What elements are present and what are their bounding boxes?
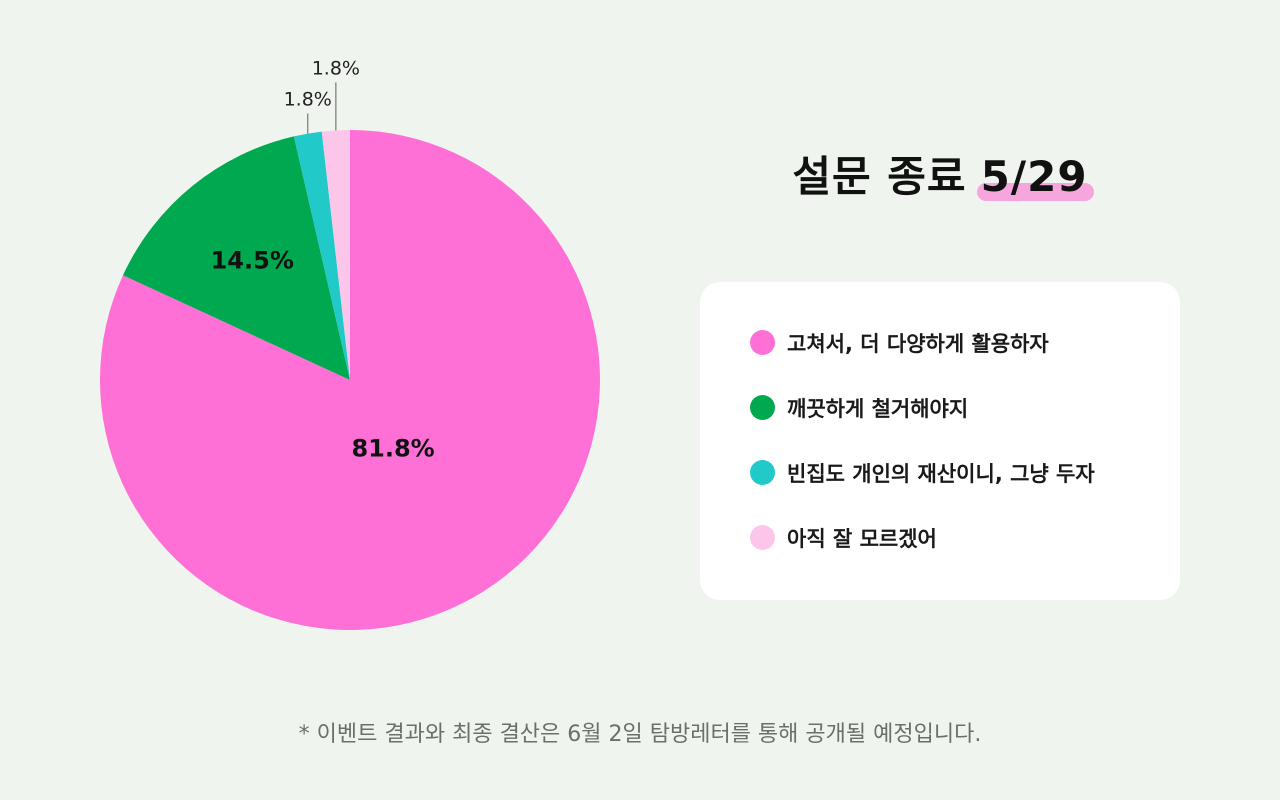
pie-data-label: 81.8% [351,434,434,462]
page-title: 설문 종료 5/29 [792,150,1094,205]
date-highlight [976,182,1094,201]
pie-leader-lines [307,82,337,134]
pie-chart: 81.8% 14.5% 1.8% 1.8% [100,57,601,630]
pie-slice [293,131,350,380]
legend-swatch [750,460,775,485]
date-badge: 5/29 [976,150,1094,205]
pie-data-label: 1.8% [312,57,360,79]
title-text: 설문 종료 [792,152,967,201]
pie-data-label: 14.5% [211,247,294,275]
pie-slices [100,130,601,630]
legend-swatch [750,525,775,550]
legend-card: 고쳐서, 더 다양하게 활용하자 깨끗하게 철거해야지 빈집도 개인의 재산이니… [700,282,1180,600]
pie-slice [123,136,350,380]
legend-item-not-sure: 아직 잘 모르겠어 [750,521,1095,554]
title-block: 설문 종료 5/29 [700,150,1180,205]
legend-label: 아직 잘 모르겠어 [787,526,937,551]
end-date: 5/29 [980,152,1088,201]
footnote: * 이벤트 결과와 최종 결산은 6월 2일 탐방레터를 통해 공개될 예정입니… [298,722,982,747]
pie-data-label: 1.8% [284,89,332,111]
pie-slice [100,130,601,630]
legend: 고쳐서, 더 다양하게 활용하자 깨끗하게 철거해야지 빈집도 개인의 재산이니… [750,326,1095,554]
legend-swatch [750,395,775,420]
legend-label: 깨끗하게 철거해야지 [787,396,969,421]
legend-item-repurpose: 고쳐서, 더 다양하게 활용하자 [750,326,1095,359]
legend-swatch [750,330,775,355]
legend-item-leave-alone: 빈집도 개인의 재산이니, 그냥 두자 [750,456,1095,489]
pie-slice [321,130,350,380]
legend-label: 빈집도 개인의 재산이니, 그냥 두자 [787,461,1095,486]
legend-item-demolish: 깨끗하게 철거해야지 [750,391,1095,424]
legend-label: 고쳐서, 더 다양하게 활용하자 [787,331,1049,356]
pie-data-labels: 81.8% 14.5% 1.8% 1.8% [211,57,435,462]
